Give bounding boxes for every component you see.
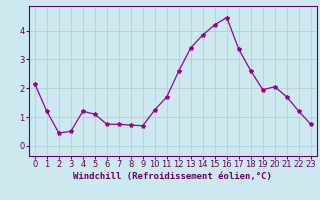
X-axis label: Windchill (Refroidissement éolien,°C): Windchill (Refroidissement éolien,°C) <box>73 172 272 181</box>
